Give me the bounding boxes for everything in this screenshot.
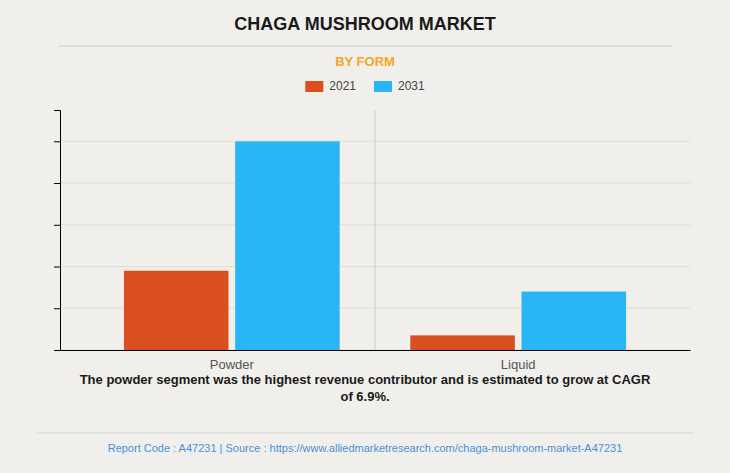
y-tick-mark	[54, 225, 60, 226]
legend-item: 2021	[305, 79, 356, 93]
bar	[410, 335, 515, 350]
x-tick: Liquid	[501, 350, 536, 372]
bar	[522, 292, 627, 350]
x-axis: Powder Liquid	[61, 350, 691, 372]
legend-item: 2031	[374, 79, 425, 93]
x-tick: Powder	[210, 350, 255, 372]
title-rule	[58, 46, 671, 47]
y-tick	[54, 350, 60, 351]
x-tick-label: Powder	[210, 357, 255, 372]
bar	[235, 141, 340, 350]
legend-swatch	[305, 81, 323, 92]
y-axis-line	[54, 111, 61, 351]
legend-swatch	[374, 81, 392, 92]
legend: 2021 2031	[305, 79, 425, 93]
title: CHAGA MUSHROOM MARKET	[234, 14, 495, 34]
bar	[124, 271, 229, 350]
y-tick	[54, 183, 60, 184]
bars	[124, 141, 626, 350]
y-tick	[54, 308, 60, 309]
source: Report Code : A47231 | Source : https://…	[108, 442, 623, 454]
y-axis	[54, 111, 61, 351]
annotation: The powder segment was the highest reven…	[80, 372, 651, 404]
y-tick-mark	[54, 350, 60, 351]
y-tick	[54, 141, 60, 142]
source-rule	[37, 433, 694, 434]
y-tick-mark	[54, 183, 60, 184]
legend-label: 2021	[329, 79, 356, 93]
x-axis-line	[61, 350, 691, 351]
y-tick-mark	[54, 141, 60, 142]
background	[0, 0, 730, 473]
y-tick	[54, 267, 60, 268]
y-tick-mark	[54, 308, 60, 309]
y-tick-mark	[54, 267, 60, 268]
plot: Powder Liquid	[54, 110, 691, 372]
chart: CHAGA MUSHROOM MARKET BY FORM Powder Liquid…	[0, 0, 730, 473]
y-tick	[54, 225, 60, 226]
legend-label: 2031	[398, 79, 425, 93]
group-divider	[375, 110, 376, 350]
subtitle: BY FORM	[335, 54, 395, 69]
x-tick-label: Liquid	[501, 357, 536, 372]
